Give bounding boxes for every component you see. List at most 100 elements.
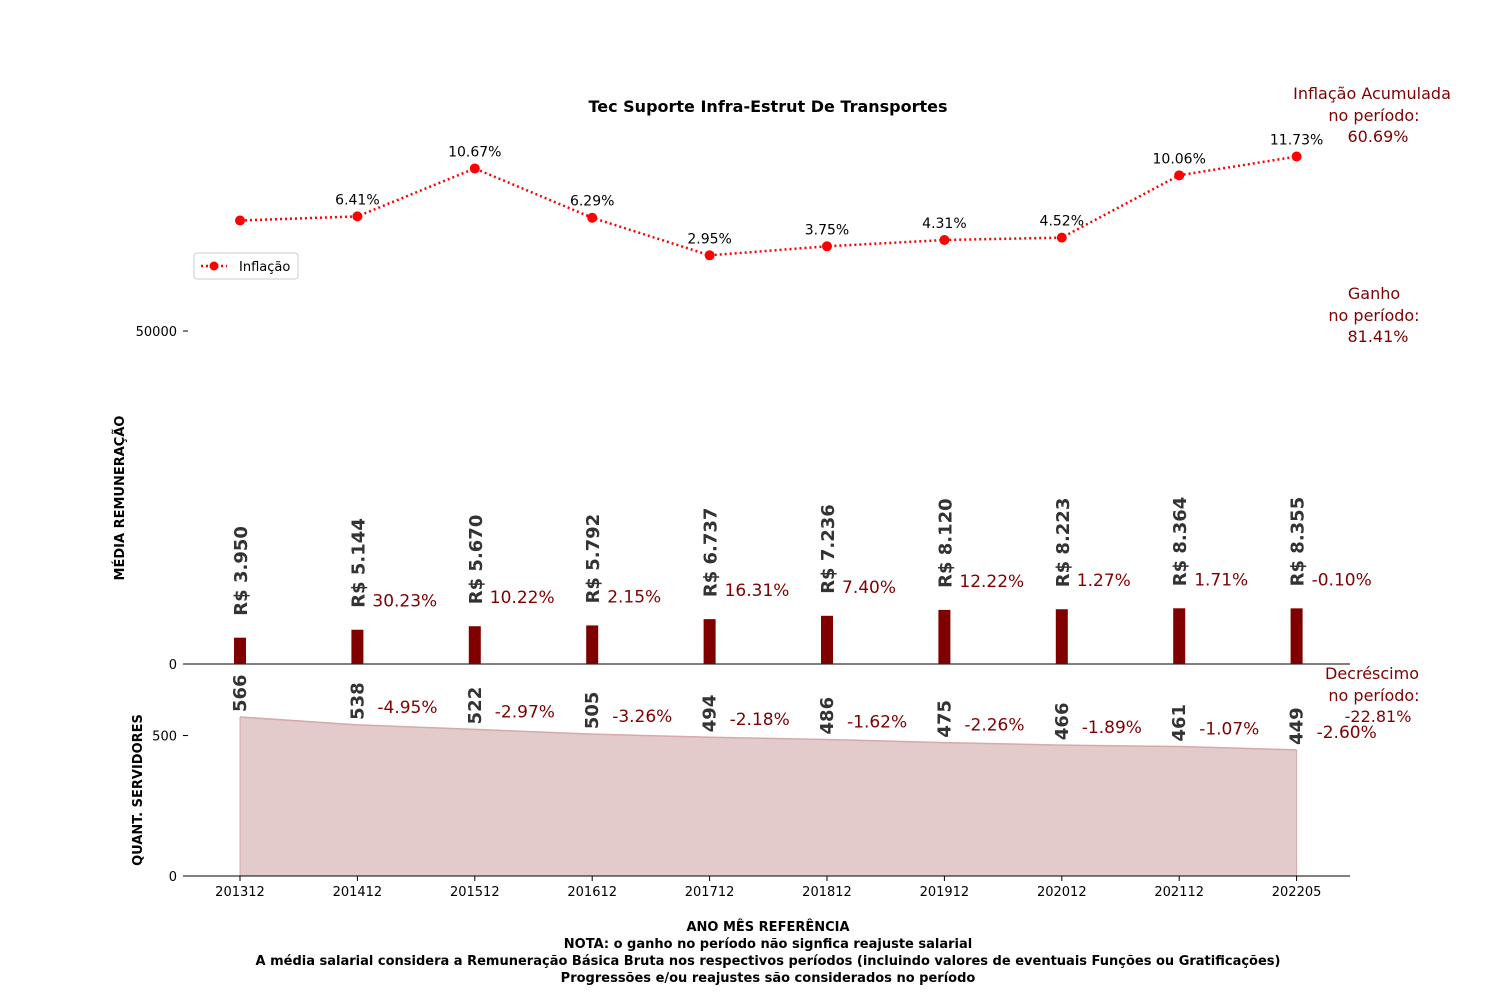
note-line-2: A média salarial considera a Remuneração…	[256, 954, 1281, 969]
salary-change-label: 2.15%	[607, 587, 661, 607]
salary-value-label: R$ 3.950	[231, 526, 252, 616]
staff-value-label: 449	[1287, 707, 1308, 745]
salary-change-label: 30.23%	[372, 592, 437, 612]
inflation-line-panel: 6.41% 10.67% 6.29% 2.95% 3.75% 4.31% 4.52% 10.0…	[235, 133, 1323, 261]
inflation-label: 2.95%	[687, 231, 731, 247]
summary-decrease-line-2: no período:	[1328, 686, 1419, 705]
inflation-line	[239, 155, 1297, 257]
note-line-3: Progressões e/ou reajustes são considera…	[561, 971, 976, 986]
staff-change-label: -1.07%	[1199, 719, 1259, 739]
staff-change-label: -3.26%	[612, 707, 672, 727]
salary-bar-panel: 0 50000 R$ 3.950 R$ 5.144 30.23% R$ 5.670 10.2…	[136, 325, 1372, 673]
x-tick-label: 201412	[333, 885, 383, 900]
x-tick-label: 201312	[215, 885, 265, 900]
inflation-label: 6.29%	[570, 194, 614, 210]
salary-value-label: R$ 6.737	[701, 508, 722, 598]
note-line-1: NOTA: o ganho no período não signfica re…	[564, 937, 972, 952]
summary-gain-line-1: Ganho	[1348, 284, 1400, 303]
salary-bar	[938, 609, 951, 664]
staff-change-label: -1.89%	[1082, 718, 1142, 738]
salary-axis-label: MÉDIA REMUNERAÇÃO	[112, 416, 128, 581]
salary-change-label: 1.71%	[1194, 570, 1248, 590]
staff-change-label: -2.97%	[495, 702, 555, 722]
staff-area	[240, 717, 1297, 876]
x-tick-label: 202112	[1154, 885, 1204, 900]
summary-gain: Ganho no período: 81.41%	[1328, 284, 1419, 346]
inflation-label: 6.41%	[335, 192, 379, 208]
x-tick-label: 202205	[1272, 885, 1322, 900]
salary-y-tick-label: 50000	[136, 325, 177, 340]
salary-value-label: R$ 8.223	[1053, 498, 1074, 588]
salary-change-label: 10.22%	[490, 588, 555, 608]
summary-inflation: Inflação Acumulada no período: 60.69%	[1293, 84, 1451, 146]
summary-decrease-line-3: -22.81%	[1345, 707, 1412, 726]
inflation-label: 4.52%	[1040, 214, 1084, 230]
inflation-label: 10.06%	[1153, 151, 1206, 167]
staff-value-label: 505	[582, 692, 603, 730]
inflation-point	[822, 241, 832, 252]
staff-change-label: -1.62%	[847, 712, 907, 732]
summary-gain-line-2: no período:	[1328, 306, 1419, 325]
staff-change-label: -4.95%	[377, 698, 437, 718]
staff-value-label: 475	[934, 700, 955, 738]
x-tick-label: 201912	[920, 885, 970, 900]
summary-decrease-line-1: Decréscimo	[1325, 664, 1419, 683]
staff-value-label: 486	[817, 697, 838, 735]
salary-value-label: R$ 5.792	[583, 514, 604, 604]
salary-bar	[234, 637, 246, 664]
inflation-point	[1174, 170, 1185, 181]
salary-value-label: R$ 7.236	[818, 504, 839, 594]
salary-change-label: 16.31%	[725, 581, 790, 601]
inflation-label: 11.73%	[1270, 133, 1323, 149]
summary-inflation-line-2: no período:	[1328, 106, 1419, 125]
salary-value-label: R$ 5.670	[466, 515, 487, 605]
staff-area-panel: 0 500 566 538 -4.95% 522 -2.97% 505 -3.26% 494 -2.…	[152, 674, 1377, 885]
staff-y-tick-label: 0	[169, 870, 177, 885]
salary-bar	[351, 629, 364, 664]
inflation-label: 10.67%	[448, 144, 501, 160]
salary-bar	[821, 615, 833, 664]
inflation-label: 3.75%	[805, 222, 849, 238]
x-tick-label: 201612	[567, 885, 617, 900]
summary-gain-line-3: 81.41%	[1347, 327, 1408, 346]
staff-y-tick-label: 500	[152, 730, 177, 745]
x-axis: 201312 201412 201512 201612 201712 201812 2019…	[215, 876, 1321, 900]
inflation-point	[1056, 232, 1067, 243]
salary-bar	[1055, 609, 1068, 664]
summary-inflation-line-1: Inflação Acumulada	[1293, 84, 1451, 103]
staff-value-label: 538	[347, 682, 368, 720]
salary-value-label: R$ 5.144	[348, 518, 369, 608]
salary-bar	[1290, 608, 1303, 664]
inflation-point	[587, 212, 598, 223]
summary-decrease: Decréscimo no período: -22.81%	[1325, 664, 1420, 726]
salary-bar	[1173, 608, 1186, 664]
staff-value-label: 461	[1169, 704, 1190, 742]
x-tick-label: 201712	[685, 885, 735, 900]
salary-value-label: R$ 8.364	[1170, 497, 1191, 587]
staff-value-label: 522	[465, 687, 486, 725]
x-tick-label: 201812	[802, 885, 852, 900]
summary-inflation-line-3: 60.69%	[1347, 127, 1408, 146]
salary-bar	[586, 625, 599, 664]
staff-axis-label: QUANT. SERVIDORES	[131, 714, 146, 866]
inflation-label: 4.31%	[922, 216, 966, 232]
inflation-point	[469, 163, 480, 174]
x-tick-label: 202012	[1037, 885, 1087, 900]
salary-bar	[703, 619, 716, 664]
legend-label: Inflação	[239, 260, 290, 275]
salary-change-label: 1.27%	[1077, 571, 1131, 591]
staff-change-label: -2.60%	[1317, 723, 1377, 743]
salary-value-label: R$ 8.120	[935, 498, 956, 588]
inflation-point	[704, 250, 715, 261]
staff-value-label: 566	[230, 674, 251, 712]
staff-change-label: -2.18%	[730, 710, 790, 730]
inflation-point	[235, 215, 245, 226]
staff-value-label: 466	[1052, 703, 1073, 741]
salary-value-label: R$ 8.355	[1288, 497, 1309, 587]
salary-y-tick-label: 0	[169, 658, 177, 673]
staff-change-label: -2.26%	[964, 716, 1024, 736]
legend-marker-swatch	[209, 261, 219, 271]
x-axis-label: ANO MÊS REFERÊNCIA	[686, 919, 849, 935]
inflation-point	[939, 235, 950, 245]
